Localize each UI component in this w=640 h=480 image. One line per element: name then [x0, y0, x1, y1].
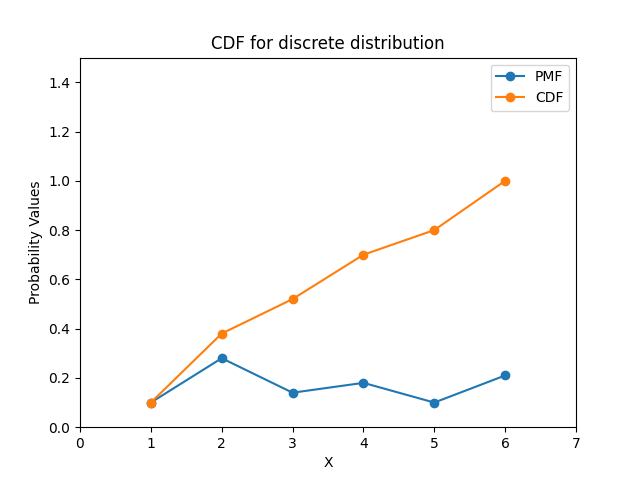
Y-axis label: Probability Values: Probability Values: [29, 180, 43, 304]
CDF: [431, 227, 438, 233]
CDF: [289, 296, 296, 302]
PMF: [147, 400, 155, 406]
PMF: [218, 355, 225, 361]
Legend: PMF, CDF: PMF, CDF: [490, 64, 569, 110]
PMF: [501, 372, 509, 378]
CDF: [147, 400, 155, 406]
PMF: [360, 380, 367, 386]
PMF: [431, 400, 438, 406]
CDF: [501, 178, 509, 184]
Title: CDF for discrete distribution: CDF for discrete distribution: [211, 35, 445, 53]
CDF: [218, 331, 225, 336]
Line: CDF: CDF: [147, 177, 509, 407]
PMF: [289, 390, 296, 396]
X-axis label: X: X: [323, 456, 333, 470]
CDF: [360, 252, 367, 258]
Line: PMF: PMF: [147, 354, 509, 407]
